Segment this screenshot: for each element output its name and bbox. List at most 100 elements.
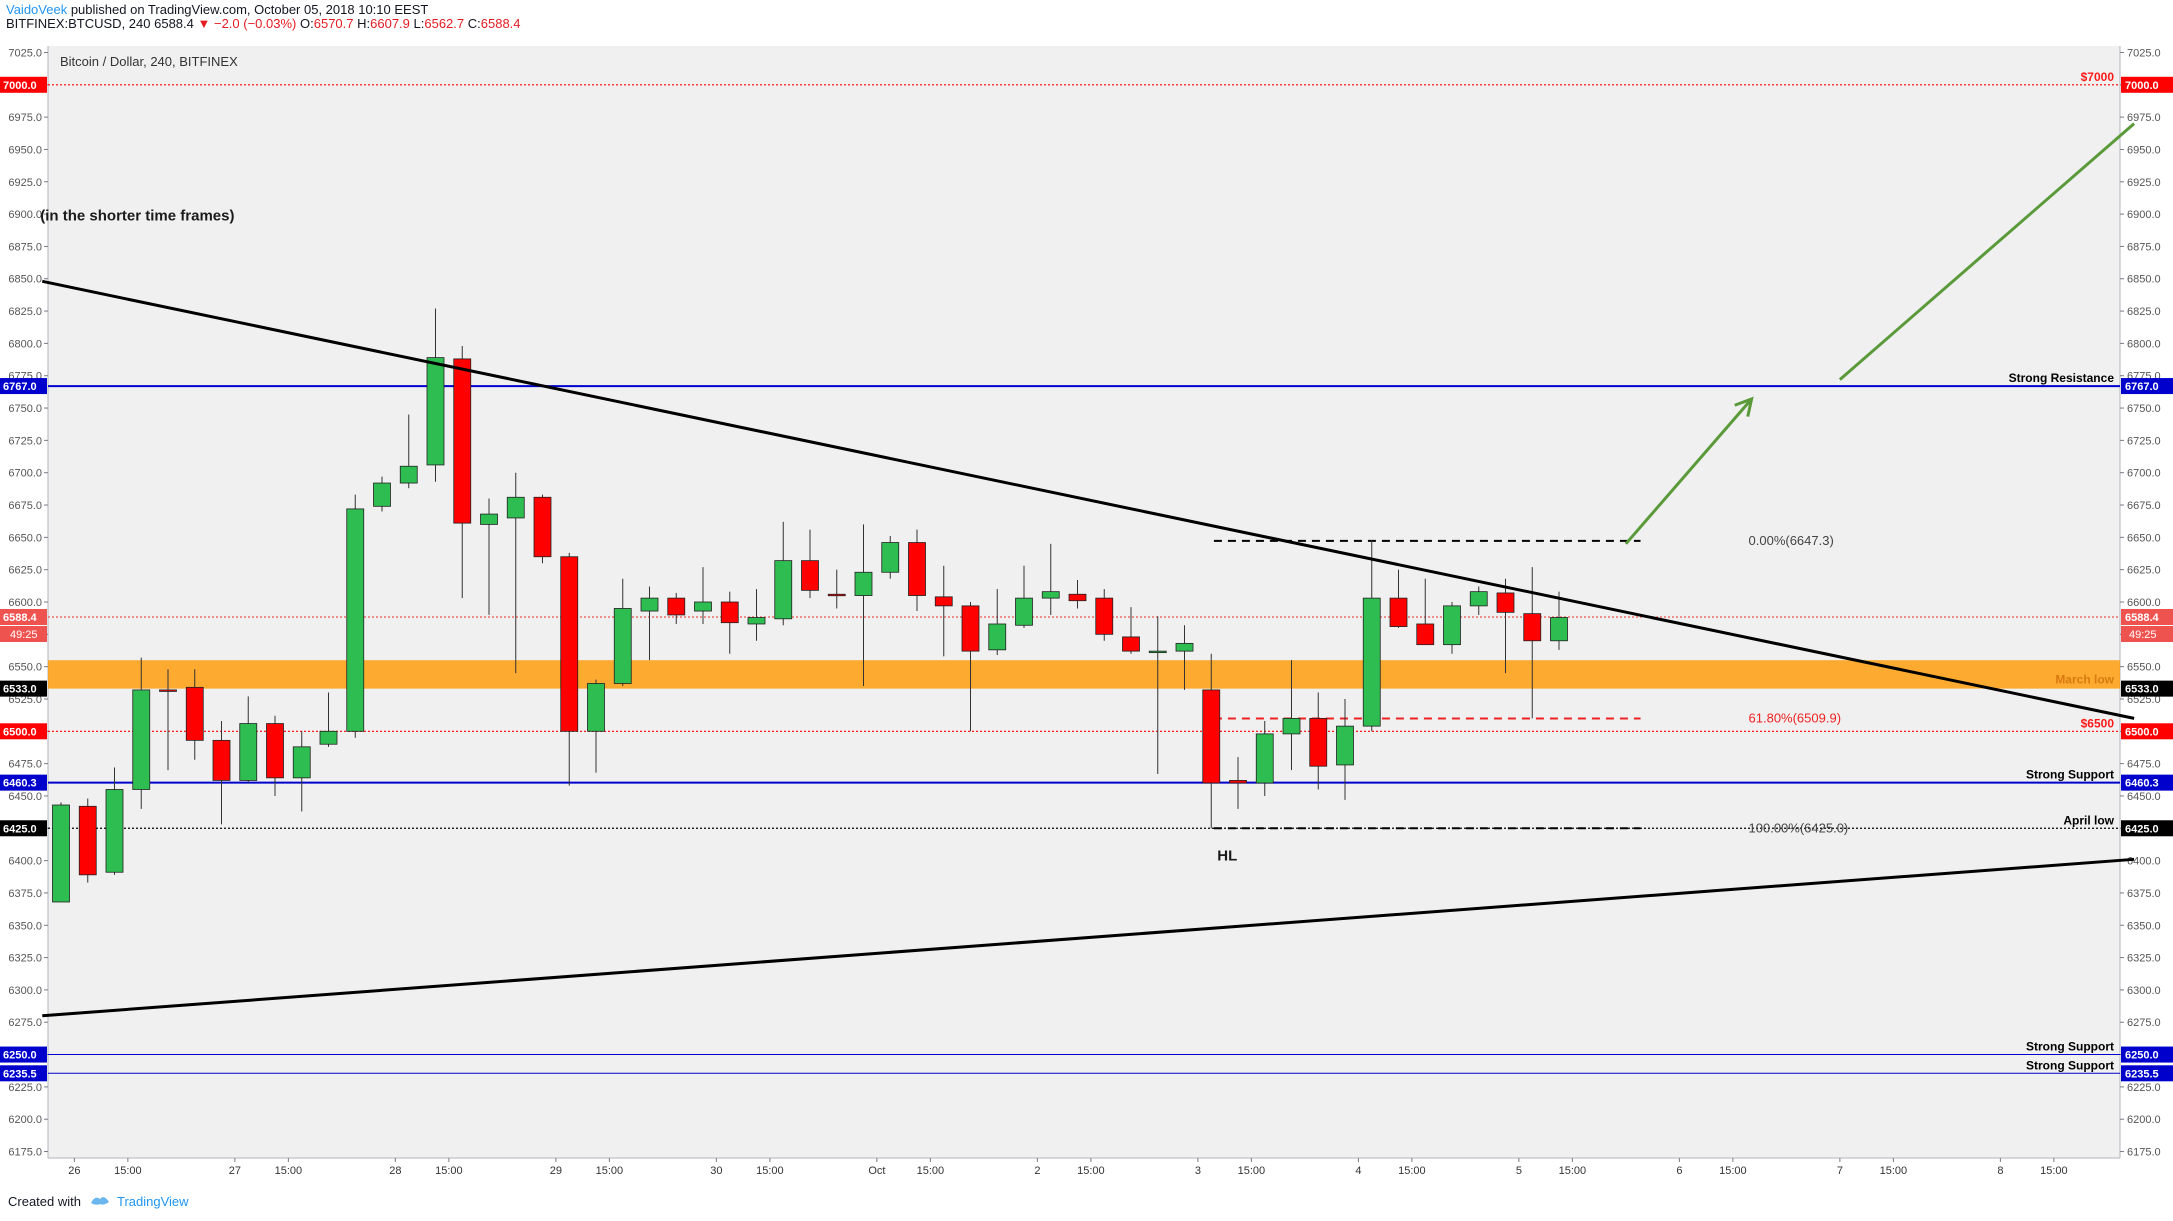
chart-annotation: (in the shorter time frames) [40, 208, 234, 225]
y-tick-label-left: 6800.0 [8, 338, 42, 350]
candle-down [533, 496, 552, 558]
candle-down [212, 739, 231, 781]
candle-down [266, 723, 284, 779]
y-tick-label-right: 6325.0 [2127, 953, 2161, 965]
price-badge [2121, 680, 2173, 697]
candle-up [1362, 597, 1381, 727]
x-tick-label: 15:00 [1559, 1165, 1587, 1177]
x-tick-label: 3 [1195, 1165, 1201, 1177]
price-badge [2121, 608, 2173, 625]
x-tick-label: 5 [1516, 1165, 1522, 1177]
candle-up [105, 789, 124, 873]
candle-down [934, 596, 953, 607]
price-badge [2121, 723, 2173, 740]
y-tick-label-right: 6200.0 [2127, 1114, 2161, 1126]
price-badge-label: 7000.0 [3, 80, 37, 92]
y-tick-label-left: 6550.0 [8, 662, 42, 674]
y-tick-label-left: 6200.0 [8, 1114, 42, 1126]
y-tick-label-right: 6225.0 [2127, 1082, 2161, 1094]
y-tick-label-right: 6875.0 [2127, 241, 2161, 253]
x-tick-label: 15:00 [1880, 1165, 1908, 1177]
y-tick-label-right: 6750.0 [2127, 403, 2161, 415]
y-tick-label-right: 6900.0 [2127, 209, 2161, 221]
price-badge-label: 6767.0 [2125, 381, 2159, 393]
candle-up [480, 513, 498, 525]
y-tick-label-left: 6925.0 [8, 177, 42, 189]
candle-up [613, 608, 632, 684]
plot-area [48, 46, 2120, 1158]
candle-up [506, 496, 525, 519]
price-badge-label: 6425.0 [2125, 823, 2159, 835]
y-tick-label-left: 6275.0 [8, 1017, 42, 1029]
candle-up [1041, 591, 1060, 599]
arrow-head [1734, 396, 1754, 417]
y-tick-label-left: 6975.0 [8, 112, 42, 124]
price-badge-label: 6767.0 [3, 381, 37, 393]
candle-up [1550, 617, 1568, 642]
y-tick-label-right: 6925.0 [2127, 177, 2161, 189]
candle-up [1443, 605, 1461, 646]
price-badge-label: 6250.0 [2125, 1050, 2159, 1062]
zone-label: March low [2055, 673, 2114, 687]
y-tick-label-right: 6800.0 [2127, 338, 2161, 350]
candle-down [1202, 689, 1221, 784]
candle-down [560, 556, 579, 732]
candle-down [185, 686, 204, 741]
y-tick-label-right: 6300.0 [2127, 985, 2161, 997]
candle-down [1496, 592, 1515, 613]
candle-up [694, 601, 712, 612]
price-badge-label: 6235.5 [2125, 1068, 2159, 1080]
y-tick-label-left: 6375.0 [8, 888, 42, 900]
price-badge [0, 774, 47, 791]
candle-up [292, 746, 311, 779]
low-value: 6562.7 [424, 16, 465, 31]
x-tick-label: 26 [68, 1165, 80, 1177]
candle-up [132, 689, 151, 790]
created-with-label: Created with [8, 1194, 81, 1209]
candle-up [1148, 650, 1167, 654]
candle-down [1229, 780, 1247, 784]
close-label: C: [467, 16, 481, 31]
candle-up [988, 623, 1007, 651]
candle-up [774, 560, 793, 620]
price-level-annotation: Strong Support [2026, 1040, 2114, 1054]
candle-down [1389, 597, 1408, 627]
y-tick-label-right: 6675.0 [2127, 500, 2161, 512]
y-tick-label-right: 6625.0 [2127, 565, 2161, 577]
y-tick-label-left: 6400.0 [8, 856, 42, 868]
price-badge-label: 6460.3 [2125, 778, 2159, 790]
low-label: L: [413, 16, 425, 31]
time-axis [0, 1158, 2173, 1180]
y-tick-label-left: 6325.0 [8, 953, 42, 965]
candle-down [720, 601, 739, 624]
price-badge-label: 6460.3 [3, 778, 37, 790]
tradingview-brand-link[interactable]: TradingView [117, 1194, 189, 1209]
candle-up [399, 465, 418, 484]
y-tick-label-right: 6700.0 [2127, 468, 2161, 480]
price-chart[interactable]: 6175.06175.06200.06200.06225.06225.06250… [0, 0, 2173, 1180]
y-tick-label-right: 6600.0 [2127, 597, 2161, 609]
breakout-arrow [1624, 398, 1753, 545]
candle-up [640, 597, 659, 612]
y-tick-label-right: 6275.0 [2127, 1017, 2161, 1029]
open-value: 6570.7 [313, 16, 354, 31]
candle-up [426, 357, 445, 466]
price-badge-label: 6500.0 [3, 726, 37, 738]
author-link[interactable]: VaidoVeek [6, 2, 68, 17]
y-tick-label-left: 6175.0 [8, 1147, 42, 1159]
x-tick-label: 2 [1034, 1165, 1040, 1177]
x-tick-label: 6 [1676, 1165, 1682, 1177]
candle-down [961, 605, 980, 652]
y-tick-label-left: 6850.0 [8, 274, 42, 286]
price-badge-label: 6425.0 [3, 823, 37, 835]
fib-level-label: 61.80%(6509.9) [1749, 711, 1842, 726]
x-tick-label: 15:00 [917, 1165, 945, 1177]
x-tick-label: 27 [229, 1165, 241, 1177]
high-value: 6607.9 [370, 16, 410, 31]
x-tick-label: 15:00 [2040, 1165, 2068, 1177]
price-badge-label: 7000.0 [2125, 80, 2159, 92]
price-badge [0, 1065, 47, 1082]
y-tick-label-left: 6225.0 [8, 1082, 42, 1094]
y-tick-label-left: 6750.0 [8, 403, 42, 415]
x-tick-label: 15:00 [1238, 1165, 1266, 1177]
